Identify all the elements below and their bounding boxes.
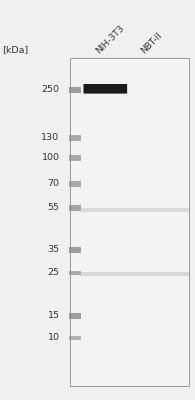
Bar xyxy=(81,208,189,212)
Bar xyxy=(69,155,81,160)
Bar xyxy=(69,247,81,253)
Bar xyxy=(69,270,81,275)
Text: [kDa]: [kDa] xyxy=(2,46,28,54)
Bar xyxy=(69,336,81,340)
Text: 35: 35 xyxy=(47,246,59,254)
Text: 10: 10 xyxy=(47,334,59,342)
Bar xyxy=(69,181,81,186)
Text: 25: 25 xyxy=(47,268,59,277)
Bar xyxy=(69,205,81,211)
Bar xyxy=(69,135,81,140)
Text: NBT-II: NBT-II xyxy=(139,30,164,55)
FancyBboxPatch shape xyxy=(83,84,127,94)
Text: 70: 70 xyxy=(47,180,59,188)
Text: 15: 15 xyxy=(47,312,59,320)
Text: 100: 100 xyxy=(42,154,59,162)
Text: 130: 130 xyxy=(41,134,59,142)
Bar xyxy=(81,272,189,276)
Text: 55: 55 xyxy=(47,204,59,212)
Bar xyxy=(69,313,81,319)
Text: NIH-3T3: NIH-3T3 xyxy=(94,23,126,55)
Bar xyxy=(69,86,81,93)
Text: 250: 250 xyxy=(42,86,59,94)
Bar xyxy=(70,58,189,386)
